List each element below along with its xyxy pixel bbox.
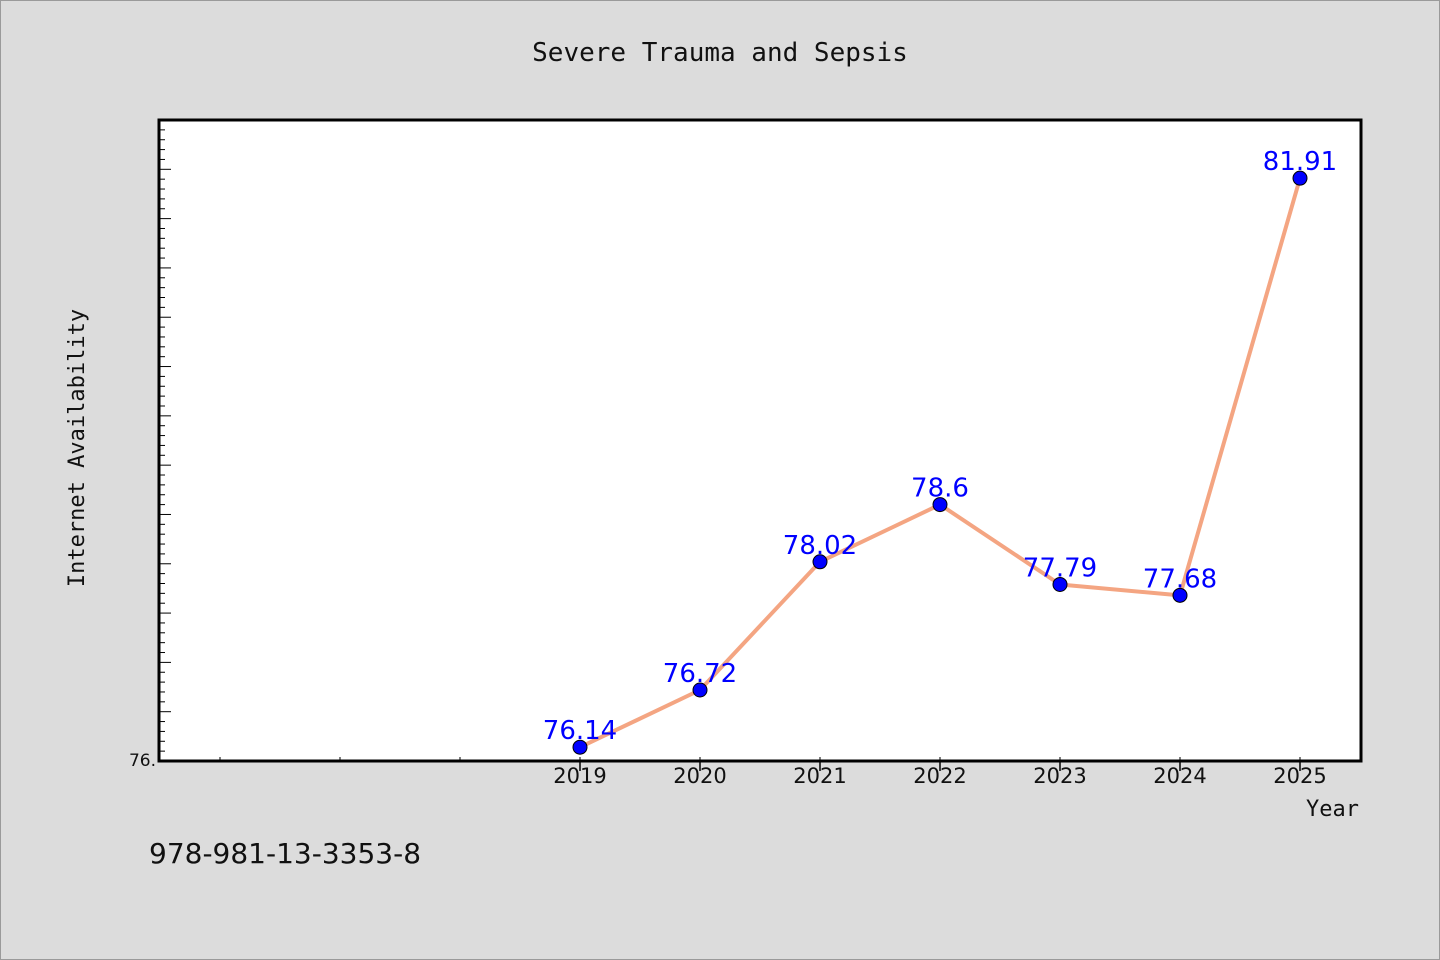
chart-title: Severe Trauma and Sepsis [532,38,908,68]
y-tick-label: 76. [129,751,156,771]
y-axis-ticks [159,129,171,762]
data-label: 78.02 [783,531,857,561]
x-tick-label: 2020 [673,764,726,788]
data-point [572,739,588,755]
footnote-isbn: 978-981-13-3353-8 [149,837,421,870]
x-tick-label: 2024 [1153,764,1206,788]
data-label: 77.68 [1143,564,1217,594]
data-label: 77.79 [1023,553,1097,583]
x-tick-label: 2022 [913,764,966,788]
x-tick-label: 2025 [1273,764,1326,788]
data-point [1052,576,1068,592]
series-layer: 76.14 76.72 78.02 78.6 77.79 77.68 81.91 [543,147,1337,755]
data-label: 76.14 [543,716,617,746]
data-label: 78.6 [911,474,969,504]
x-axis-minor-ticks [219,757,1301,761]
y-axis-label: Internet Availability [65,309,90,587]
x-tick-label: 2021 [793,764,846,788]
data-point [812,554,828,570]
data-label: 76.72 [663,659,737,689]
data-point [1292,170,1308,186]
x-axis-label: Year [1306,797,1359,822]
data-label: 81.91 [1263,147,1337,177]
data-point [692,682,708,698]
plot-area [157,118,1363,763]
x-axis-ticks: 2019 2020 2021 2022 2023 2024 2025 [553,761,1327,788]
data-point [932,497,948,513]
data-point [1172,587,1188,603]
x-tick-label: 2019 [553,764,606,788]
x-tick-label: 2023 [1033,764,1086,788]
